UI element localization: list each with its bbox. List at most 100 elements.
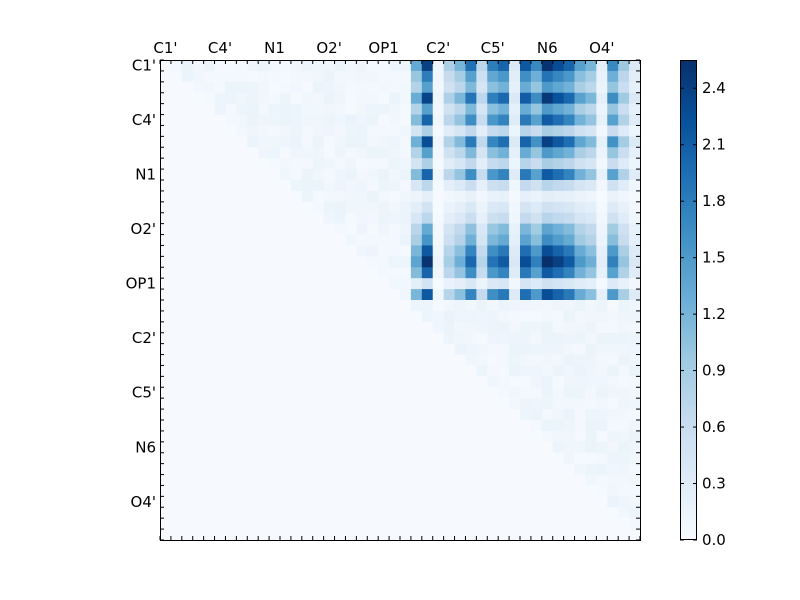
heatmap-cell (290, 92, 303, 104)
heatmap-cell (629, 332, 641, 344)
heatmap-cell (323, 430, 335, 443)
heatmap-cell (465, 441, 477, 454)
heatmap-cell (563, 223, 575, 235)
heatmap-cell (421, 463, 434, 475)
heatmap-cell (552, 201, 564, 214)
heatmap-cell (465, 245, 477, 257)
heatmap-cell (454, 430, 466, 443)
heatmap-cell (509, 125, 521, 137)
heatmap-cell (530, 125, 543, 137)
heatmap-cell (629, 376, 641, 388)
heatmap-cell (454, 398, 466, 410)
heatmap-cell (192, 256, 204, 268)
heatmap-cell (618, 496, 630, 508)
heatmap-cell (258, 70, 270, 83)
heatmap-cell (258, 452, 270, 464)
heatmap-cell (301, 245, 314, 257)
heatmap-cell (356, 180, 368, 192)
heatmap-cell (476, 60, 488, 72)
heatmap-cell (203, 376, 215, 388)
heatmap-cell (509, 223, 521, 235)
heatmap-cell (498, 474, 510, 486)
heatmap-cell (280, 245, 292, 257)
heatmap-cell (476, 529, 488, 541)
heatmap-cell (160, 376, 172, 388)
heatmap-cell (509, 452, 521, 464)
heatmap-cell (410, 158, 423, 170)
heatmap-cell (618, 420, 630, 432)
heatmap-cell (323, 136, 335, 148)
heatmap-cell (596, 529, 608, 541)
heatmap-cell (236, 212, 248, 224)
heatmap-cell (280, 114, 292, 126)
heatmap-cell (280, 452, 292, 464)
heatmap-cell (225, 321, 237, 334)
heatmap-cell (410, 343, 423, 355)
heatmap-cell (432, 190, 444, 203)
heatmap-cell (421, 387, 434, 399)
heatmap-cell (574, 332, 586, 344)
heatmap-cell (400, 376, 412, 388)
heatmap-cell (509, 103, 521, 115)
heatmap-cell (585, 321, 597, 334)
heatmap-cell (618, 376, 630, 388)
heatmap-cell (454, 245, 466, 257)
heatmap-cell (541, 278, 554, 290)
heatmap-cell (432, 398, 444, 410)
heatmap-cell (356, 398, 368, 410)
heatmap-cell (301, 409, 314, 421)
heatmap-cell (301, 81, 314, 94)
heatmap-cell (400, 529, 412, 541)
heatmap-cell (345, 278, 357, 290)
heatmap-cell (607, 376, 619, 388)
heatmap-cell (367, 125, 379, 137)
heatmap-cell (301, 190, 314, 203)
heatmap-cell (214, 321, 226, 334)
heatmap-cell (181, 300, 194, 312)
heatmap-cell (181, 518, 194, 530)
heatmap-cell (574, 365, 586, 377)
heatmap-cell (487, 289, 499, 301)
heatmap-cell (487, 430, 499, 443)
heatmap-cell (487, 245, 499, 257)
heatmap-cell (476, 343, 488, 355)
heatmap-cell (323, 201, 335, 214)
heatmap-cell (607, 103, 619, 115)
heatmap-cell (323, 147, 335, 159)
heatmap-cell (509, 234, 521, 246)
heatmap-cell (225, 92, 237, 104)
heatmap-cell (520, 409, 532, 421)
heatmap-cell (454, 507, 466, 519)
heatmap-cell (552, 60, 564, 72)
heatmap-cell (192, 201, 204, 214)
heatmap-cell (476, 332, 488, 344)
heatmap-cell (160, 441, 172, 454)
heatmap-cell (596, 474, 608, 486)
heatmap-cell (356, 376, 368, 388)
heatmap-cell (410, 441, 423, 454)
heatmap-cell (432, 234, 444, 246)
heatmap-cell (585, 376, 597, 388)
heatmap-cell (170, 92, 183, 104)
heatmap-cell (552, 267, 564, 279)
heatmap-cell (454, 60, 466, 72)
heatmap-cell (509, 496, 521, 508)
heatmap-cell (280, 180, 292, 192)
heatmap-cell (170, 169, 183, 181)
heatmap-cell (530, 60, 543, 72)
heatmap-cell (400, 289, 412, 301)
heatmap-cell (247, 60, 259, 72)
heatmap-cell (585, 300, 597, 312)
heatmap-cell (618, 441, 630, 454)
heatmap-cell (214, 256, 226, 268)
heatmap-cell (487, 420, 499, 432)
heatmap-cell (629, 60, 641, 72)
heatmap-cell (520, 430, 532, 443)
heatmap-cell (563, 103, 575, 115)
heatmap-cell (290, 114, 303, 126)
heatmap-cell (629, 256, 641, 268)
heatmap-cell (520, 463, 532, 475)
heatmap-cell (356, 190, 368, 203)
heatmap-cell (454, 201, 466, 214)
heatmap-cell (160, 180, 172, 192)
